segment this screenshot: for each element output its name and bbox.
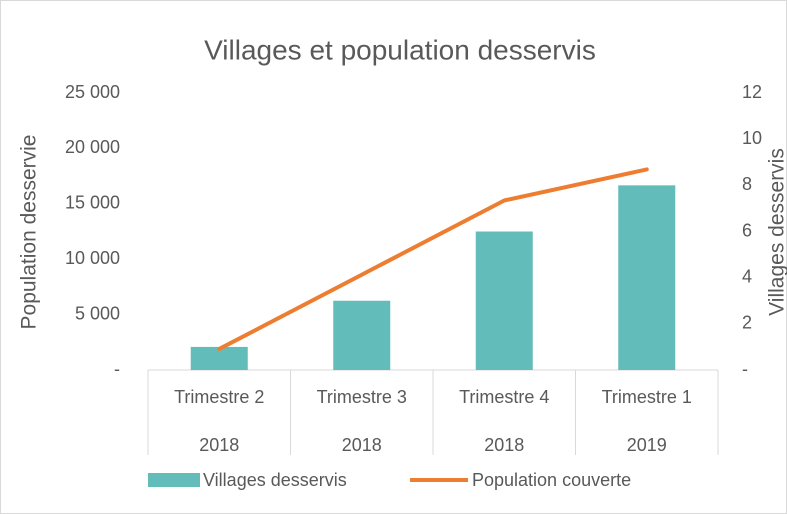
legend-label: Villages desservis xyxy=(203,470,347,490)
x-group-label: 2018 xyxy=(199,435,239,455)
bar xyxy=(475,231,533,370)
y-tick-label: 25 000 xyxy=(65,82,120,102)
y-tick-label: - xyxy=(114,359,120,379)
y2-tick-label: 12 xyxy=(742,82,762,102)
y-tick-label: 20 000 xyxy=(65,137,120,157)
y-axis-label: Population desservie xyxy=(18,135,41,330)
bar xyxy=(190,346,248,370)
x-tick-label: Trimestre 1 xyxy=(602,387,692,407)
y-tick-label: 10 000 xyxy=(65,248,120,268)
y2-tick-label: - xyxy=(742,359,748,379)
x-group-label: 2018 xyxy=(342,435,382,455)
legend-label: Population couverte xyxy=(472,470,631,490)
y2-tick-label: 8 xyxy=(742,174,752,194)
y2-tick-label: 10 xyxy=(742,128,762,148)
x-group-label: 2018 xyxy=(484,435,524,455)
x-group-label: 2019 xyxy=(627,435,667,455)
bar xyxy=(333,300,391,370)
y2-tick-label: 4 xyxy=(742,266,752,286)
y2-tick-label: 6 xyxy=(742,220,752,240)
y-tick-label: 15 000 xyxy=(65,193,120,213)
x-tick-label: Trimestre 3 xyxy=(317,387,407,407)
x-tick-label: Trimestre 2 xyxy=(174,387,264,407)
legend-swatch xyxy=(148,473,200,487)
y2-tick-label: 2 xyxy=(742,313,752,333)
x-tick-label: Trimestre 4 xyxy=(459,387,549,407)
line xyxy=(217,167,649,351)
y-tick-label: 5 000 xyxy=(75,303,120,323)
y2-axis-label: Villages desservis xyxy=(766,148,787,316)
bar xyxy=(618,185,676,370)
chart-title: Villages et population desservis xyxy=(204,34,596,65)
